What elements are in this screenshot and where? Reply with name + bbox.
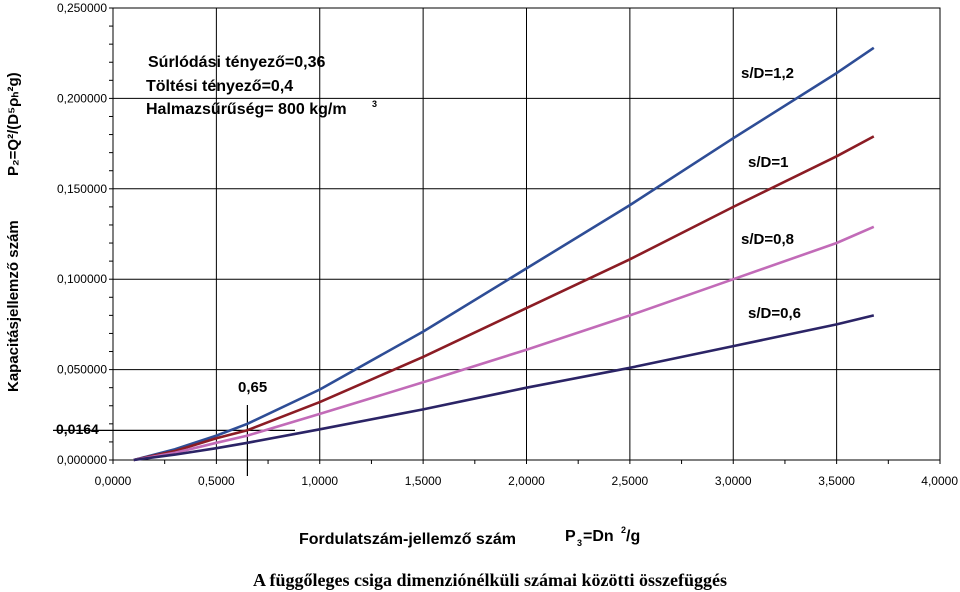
x-tick-labels: 0,0000 0,5000 1,0000 1,5000 2,0000 2,5000 3,00… bbox=[95, 474, 959, 488]
y-tick-label: 0,150000 bbox=[57, 182, 107, 196]
series-line bbox=[133, 225, 875, 462]
series-label: s/D=0,6 bbox=[748, 305, 801, 322]
annotation-fill: Töltési tényező=0,4 bbox=[146, 78, 293, 95]
annotation-block: Súrlódási tényező=0,36 Töltési tényező=0… bbox=[146, 54, 377, 118]
x-tick-label: 3,5000 bbox=[818, 474, 855, 488]
y-tick-label: 0,000000 bbox=[57, 453, 107, 467]
x-symbol-sup: 2 bbox=[621, 525, 626, 535]
y-tick-label: 0,250000 bbox=[57, 1, 107, 15]
x-axis-symbol: P 3 =Dn 2 /g bbox=[565, 525, 640, 548]
annotation-density: Halmazsűrűség= 800 kg/m bbox=[146, 101, 347, 118]
marker-lines bbox=[53, 405, 295, 476]
x-symbol-sub: 3 bbox=[577, 538, 582, 548]
x-tick-label: 4,0000 bbox=[921, 474, 958, 488]
chart-grid bbox=[109, 7, 941, 464]
marker-y-label: 0,0164 bbox=[56, 421, 99, 437]
x-tick-label: 1,5000 bbox=[405, 474, 442, 488]
annotation-friction: Súrlódási tényező=0,36 bbox=[148, 54, 326, 71]
marker-x-label: 0,65 bbox=[238, 379, 267, 396]
series-group bbox=[133, 46, 875, 462]
series-line bbox=[133, 314, 875, 462]
y-tick-label: 0,050000 bbox=[57, 363, 107, 377]
series-labels: s/D=1,2 s/D=1 s/D=0,8 s/D=0,6 bbox=[741, 65, 801, 322]
y-axis-label: Kapacitásjellemző szám bbox=[5, 220, 22, 392]
x-symbol-rest: =Dn bbox=[583, 528, 614, 545]
y-tick-label: 0,100000 bbox=[57, 272, 107, 286]
x-tick-label: 0,5000 bbox=[198, 474, 235, 488]
annotation-density-sup: 3 bbox=[372, 99, 377, 109]
x-axis-label: Fordulatszám-jellemző szám bbox=[299, 531, 516, 548]
x-tick-label: 1,0000 bbox=[301, 474, 338, 488]
y-tick-label: 0,200000 bbox=[57, 91, 107, 105]
x-tick-label: 3,0000 bbox=[715, 474, 752, 488]
x-symbol-tail: /g bbox=[626, 528, 640, 545]
x-tick-label: 0,0000 bbox=[95, 474, 132, 488]
series-label: s/D=1,2 bbox=[741, 65, 794, 82]
series-label: s/D=1 bbox=[748, 154, 788, 171]
y-tick-labels: 0,000000 0,050000 0,100000 0,150000 0,200000… bbox=[57, 1, 107, 467]
plot-area bbox=[112, 7, 941, 461]
series-label: s/D=0,8 bbox=[741, 231, 794, 248]
x-symbol-base: P bbox=[565, 528, 576, 545]
series-line bbox=[133, 46, 875, 462]
chart-title: A függőleges csiga dimenziónélküli száma… bbox=[253, 570, 727, 590]
x-tick-label: 2,0000 bbox=[508, 474, 545, 488]
series-line bbox=[133, 135, 875, 462]
y-axis-symbol: P₂=Q²/(D⁵ρₕ²g) bbox=[5, 72, 22, 176]
x-tick-label: 2,5000 bbox=[612, 474, 649, 488]
